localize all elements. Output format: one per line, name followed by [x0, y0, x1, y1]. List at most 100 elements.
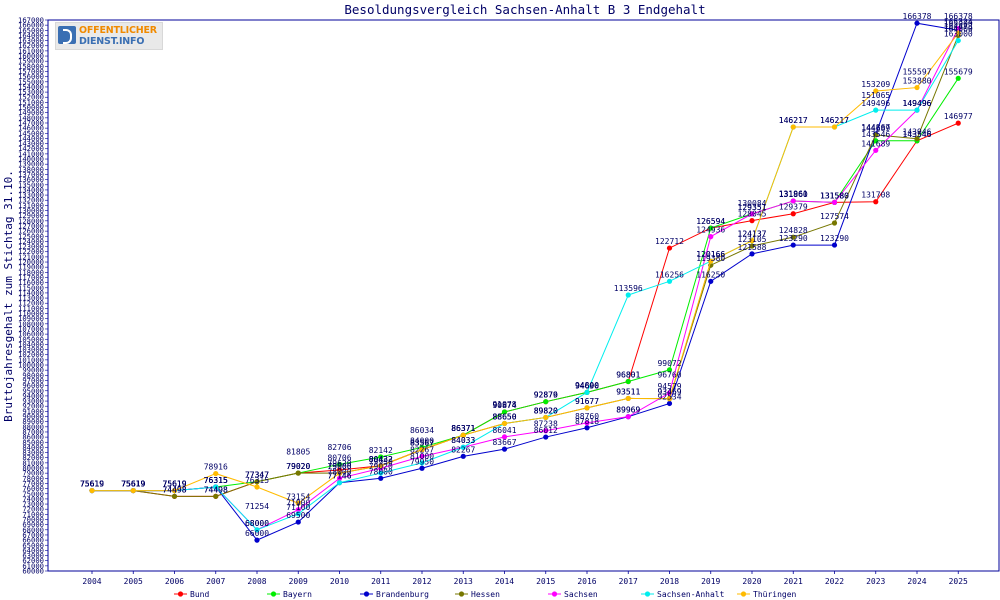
y-tick-label: 160000 [18, 52, 44, 61]
x-tick-label: 2005 [124, 577, 143, 586]
data-point [914, 107, 920, 113]
data-point [213, 484, 219, 490]
data-point [749, 251, 755, 257]
y-tick-label: 165000 [18, 26, 44, 35]
data-point [955, 30, 961, 36]
data-label: 87818 [575, 417, 599, 426]
y-tick-label: 85000 [22, 438, 44, 447]
y-tick-label: 130000 [18, 206, 44, 215]
data-point [625, 395, 631, 402]
legend-label: Bund [190, 590, 209, 599]
data-label: 94800 [575, 381, 599, 390]
y-tick-label: 88000 [22, 422, 44, 431]
data-label: 86371 [451, 424, 475, 433]
y-axis-label: Bruttojahresgehalt zum Stichtag 31.10. [2, 170, 15, 422]
y-tick-label: 106000 [18, 330, 44, 339]
data-label: 76315 [204, 476, 228, 485]
data-label: 127574 [820, 212, 849, 221]
plot-frame [47, 19, 1000, 572]
y-tick-label: 122000 [18, 247, 44, 256]
y-tick-label: 113000 [18, 294, 44, 303]
data-label: 164473 [944, 22, 973, 31]
y-tick-label: 82000 [22, 453, 44, 462]
data-label: 131580 [820, 191, 849, 200]
y-tick-label: 126000 [18, 227, 44, 236]
series-line-6 [92, 32, 959, 504]
legend-swatch-marker [270, 591, 277, 597]
y-tick-label: 138000 [18, 165, 44, 174]
y-tick-label: 104000 [18, 340, 44, 349]
data-point [873, 132, 879, 138]
x-tick-label: 2017 [619, 577, 638, 586]
y-tick-label: 73000 [22, 500, 44, 509]
data-point [790, 198, 796, 204]
y-tick-label: 153000 [18, 88, 44, 97]
data-label: 163000 [944, 30, 973, 39]
y-tick-label: 134000 [18, 185, 44, 194]
data-label: 74498 [162, 485, 186, 494]
data-label: 131580 [820, 191, 849, 200]
data-label: 81805 [286, 448, 310, 457]
data-label: 126594 [696, 217, 725, 226]
data-point [666, 400, 673, 407]
data-label: 79950 [369, 457, 393, 466]
logo-mark-icon [58, 26, 76, 44]
data-label: 66000 [245, 529, 269, 538]
y-tick-label: 91000 [22, 407, 44, 416]
data-point [254, 527, 260, 533]
legend-label: Thüringen [753, 590, 797, 599]
data-label: 93511 [616, 387, 640, 396]
data-label: 92879 [534, 391, 558, 400]
data-label: 79020 [369, 462, 393, 471]
data-label: 126594 [696, 217, 725, 226]
data-label: 155679 [944, 67, 973, 76]
y-tick-label: 105000 [18, 335, 44, 344]
x-tick-label: 2010 [330, 577, 349, 586]
data-label: 75619 [80, 480, 104, 489]
y-tick-label: 111000 [18, 304, 44, 313]
y-tick-label: 115000 [18, 283, 44, 292]
data-point [213, 470, 219, 477]
data-label: 143546 [861, 130, 890, 139]
y-tick-label: 77000 [22, 479, 44, 488]
data-label: 83567 [410, 439, 434, 448]
data-label: 82267 [451, 445, 475, 454]
data-label: 75619 [162, 480, 186, 489]
data-label: 164000 [944, 24, 973, 33]
data-point [873, 138, 879, 144]
data-point [171, 487, 178, 494]
y-tick-label: 63000 [22, 551, 44, 560]
data-point [419, 447, 425, 453]
data-label: 93511 [616, 387, 640, 396]
data-label: 123105 [738, 235, 767, 244]
data-label: 149496 [903, 99, 932, 108]
data-point [625, 378, 631, 385]
data-point [584, 420, 590, 426]
x-tick-label: 2013 [454, 577, 473, 586]
data-label: 77347 [245, 471, 269, 480]
x-tick-label: 2022 [825, 577, 844, 586]
data-point [955, 37, 961, 44]
data-label: 75619 [162, 480, 186, 489]
legend-swatch-marker [458, 591, 465, 597]
data-point [749, 211, 755, 217]
y-tick-label: 132000 [18, 196, 44, 205]
data-label: 123290 [820, 234, 849, 243]
data-label: 75619 [162, 480, 186, 489]
x-tick-label: 2024 [907, 577, 926, 586]
data-point [295, 519, 301, 525]
y-tick-label: 94000 [22, 391, 44, 400]
y-tick-label: 68000 [22, 525, 44, 534]
legend-label: Hessen [471, 590, 500, 599]
legend-swatch-marker [177, 591, 184, 597]
data-label: 94690 [575, 381, 599, 390]
data-point [873, 147, 879, 153]
legend-swatch-marker [644, 591, 651, 597]
data-label: 75619 [80, 480, 104, 489]
y-tick-label: 66000 [22, 536, 44, 545]
data-label: 88760 [575, 412, 599, 421]
legend-swatch-marker [740, 591, 747, 597]
data-label: 89820 [534, 406, 558, 415]
